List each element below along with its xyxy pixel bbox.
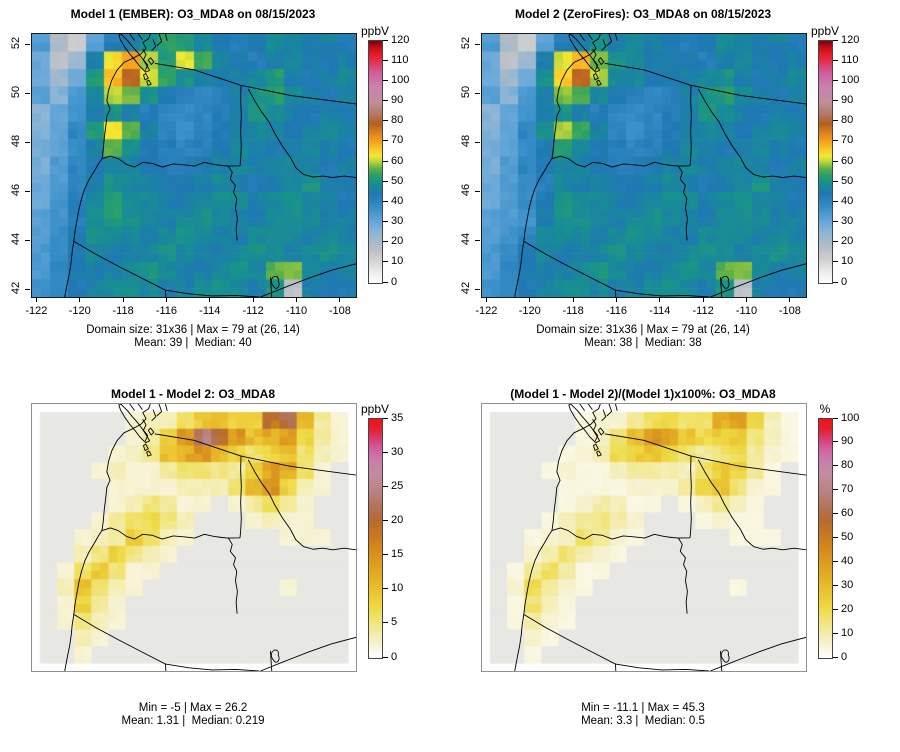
panel-title: Model 1 - Model 2: O3_MDA8 xyxy=(110,387,276,401)
panel-difference: Model 1 - Model 2: O3_MDA8 Min = -5 | Ma… xyxy=(0,376,450,752)
stats-caption-line1: Domain size: 31x36 | Max = 79 at (26, 14… xyxy=(86,324,300,336)
panel-percent-difference: (Model 1 - Model 2)/(Model 1)x100%: O3_M… xyxy=(450,376,900,752)
panel-model2: Model 2 (ZeroFires): O3_MDA8 on 08/15/20… xyxy=(460,7,860,349)
map-plot-area xyxy=(31,403,357,672)
colorbar xyxy=(818,40,833,284)
panel-model1: Model 1 (EMBER): O3_MDA8 on 08/15/2023 -… xyxy=(10,7,410,349)
stats-caption-line2: Mean: 39 | Median: 40 xyxy=(134,337,252,349)
colorbar-unit-label: ppbV xyxy=(360,24,390,38)
map-outline xyxy=(482,34,806,297)
colorbar xyxy=(368,418,383,659)
colorbar-unit-label: ppbV xyxy=(810,24,840,38)
panel-title: (Model 1 - Model 2)/(Model 1)x100%: O3_M… xyxy=(510,387,776,401)
map-outline xyxy=(482,404,806,671)
heatmap-canvas xyxy=(482,34,806,297)
map-outline xyxy=(32,404,356,671)
colorbar xyxy=(818,418,833,659)
stats-caption-line2: Mean: 3.3 | Median: 0.5 xyxy=(581,715,705,727)
map-plot-area xyxy=(481,403,807,672)
stats-caption-line1: Domain size: 31x36 | Max = 79 at (26, 14… xyxy=(536,324,750,336)
colorbar-unit-label: ppbV xyxy=(360,402,390,416)
stats-caption-line1: Min = -5 | Max = 26.2 xyxy=(138,702,248,714)
colorbar-unit-label: % xyxy=(819,402,831,416)
panel-title: Model 1 (EMBER): O3_MDA8 on 08/15/2023 xyxy=(70,7,316,21)
colorbar xyxy=(368,40,383,284)
map-plot-area xyxy=(31,33,357,298)
map-outline xyxy=(32,34,356,297)
stats-caption-line2: Mean: 1.31 | Median: 0.219 xyxy=(121,715,265,727)
heatmap-canvas xyxy=(32,34,356,297)
panel-title: Model 2 (ZeroFires): O3_MDA8 on 08/15/20… xyxy=(514,7,772,21)
heatmap-canvas xyxy=(482,404,806,671)
stats-caption-line1: Min = -11.1 | Max = 45.3 xyxy=(581,702,705,714)
map-plot-area xyxy=(481,33,807,298)
stats-caption-line2: Mean: 38 | Median: 38 xyxy=(584,337,702,349)
heatmap-canvas xyxy=(32,404,356,671)
